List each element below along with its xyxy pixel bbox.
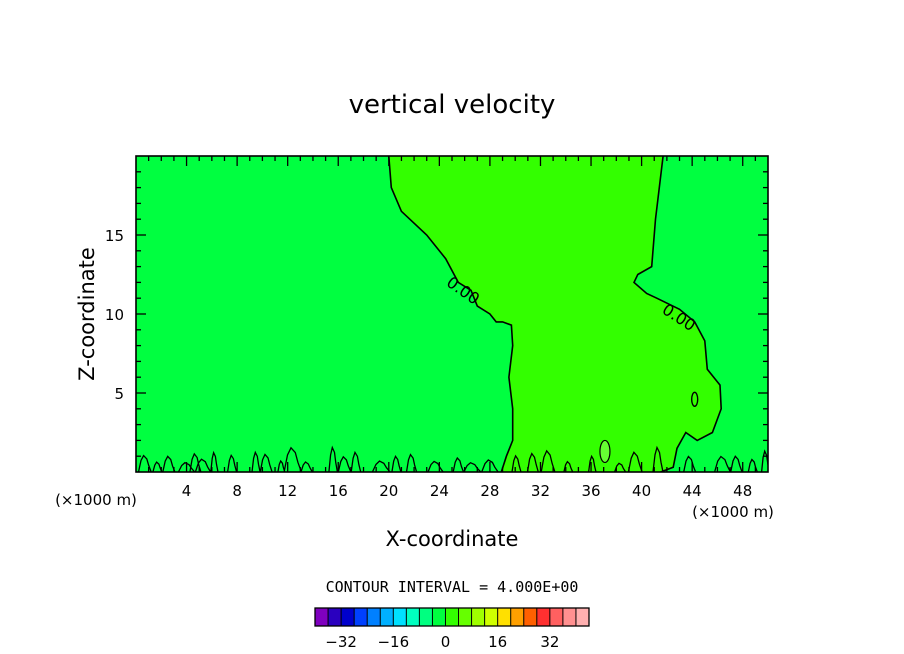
- y-tick-label: 10: [105, 306, 124, 324]
- x-tick-label: 28: [480, 482, 499, 500]
- colorbar-swatch: [354, 608, 368, 626]
- y-axis-ticks: 5 10 15: [105, 171, 768, 457]
- colorbar-tick-label: −16: [377, 633, 409, 651]
- colorbar-swatch: [510, 608, 525, 626]
- colorbar-tick-label: 16: [488, 633, 507, 651]
- x-axis-ticks: 4 8 12 16 20 24 28 32 36 40 44 48: [147, 156, 757, 500]
- colorbar: [314, 607, 590, 627]
- contour-interval-text: CONTOUR INTERVAL = 4.000E+00: [326, 578, 579, 596]
- colorbar-tick-label: −32: [325, 633, 357, 651]
- chart-title: vertical velocity: [349, 90, 556, 120]
- colorbar-swatch: [562, 608, 577, 626]
- colorbar-tick-label: 32: [540, 633, 559, 651]
- colorbar-swatch: [419, 608, 433, 626]
- colorbar-swatch: [445, 608, 459, 626]
- colorbar-swatch: [536, 608, 551, 626]
- colorbar-swatch: [549, 608, 564, 626]
- colorbar-swatch: [523, 608, 538, 626]
- x-tick-label: 44: [683, 482, 702, 500]
- colorbar-swatch: [328, 608, 342, 626]
- x-tick-label: 40: [632, 482, 651, 500]
- positive-region-fill: [388, 156, 722, 472]
- x-tick-label: 32: [531, 482, 550, 500]
- plot-area: [136, 156, 768, 472]
- colorbar-swatch: [432, 608, 446, 626]
- colorbar-swatch: [471, 608, 485, 626]
- near-surface-contours: [137, 445, 768, 472]
- y-tick-label: 15: [105, 227, 124, 245]
- small-positive-patch: [599, 439, 611, 464]
- x-tick-label: 36: [581, 482, 600, 500]
- x-tick-label: 16: [329, 482, 348, 500]
- x-tick-label: 24: [430, 482, 449, 500]
- x-tick-label: 20: [379, 482, 398, 500]
- x-unit-left: (×1000 m): [55, 491, 137, 509]
- x-tick-label: 8: [232, 482, 242, 500]
- small-contour-loop: [690, 391, 699, 408]
- x-tick-label: 4: [182, 482, 192, 500]
- colorbar-swatch: [367, 608, 381, 626]
- x-axis-label: X-coordinate: [386, 527, 519, 551]
- colorbar-swatch: [406, 608, 420, 626]
- colorbar-tick-label: 0: [441, 633, 451, 651]
- colorbar-swatch: [458, 608, 472, 626]
- colorbar-swatch: [497, 608, 512, 626]
- y-axis-label: Z-coordinate: [75, 247, 99, 381]
- colorbar-tick-labels: −32 −16 0 16 32: [325, 633, 559, 651]
- colorbar-swatch: [315, 608, 329, 626]
- colorbar-swatch: [484, 608, 498, 626]
- x-tick-label: 48: [733, 482, 752, 500]
- zero-contour-left: [388, 156, 514, 472]
- colorbar-swatch: [341, 608, 355, 626]
- colorbar-frame: [314, 607, 590, 627]
- x-unit-right: (×1000 m): [692, 503, 774, 521]
- y-tick-label: 5: [114, 385, 124, 403]
- colorbar-swatch: [393, 608, 407, 626]
- colorbar-swatch: [380, 608, 394, 626]
- zero-contour-right: [633, 156, 723, 472]
- colorbar-swatch: [575, 608, 590, 626]
- x-tick-label: 12: [278, 482, 297, 500]
